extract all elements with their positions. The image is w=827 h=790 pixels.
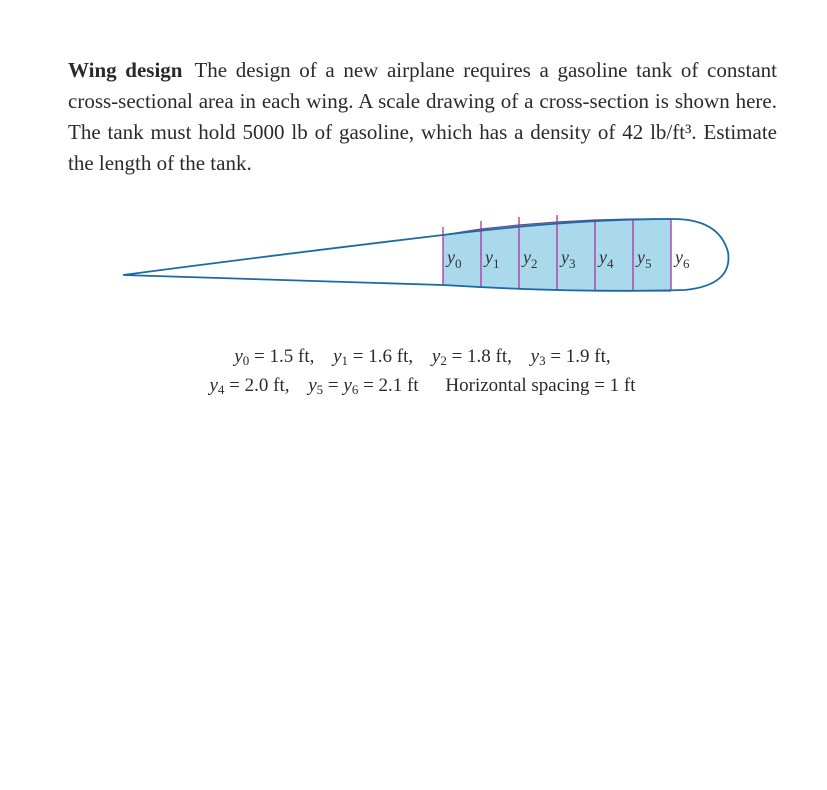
y56-val: 2.1 ft (379, 375, 419, 396)
y3-val: 1.9 ft (566, 346, 606, 367)
y2-val: 1.8 ft (467, 346, 507, 367)
y1-val: 1.6 ft (368, 346, 408, 367)
y4-val: 2.0 ft (245, 375, 285, 396)
svg-text:y6: y6 (673, 247, 690, 271)
problem-statement: Wing designThe design of a new airplane … (68, 55, 777, 179)
y0-val: 1.5 ft (270, 346, 310, 367)
spacing-label: Horizontal spacing = 1 ft (445, 375, 635, 396)
figure-caption: y0 = 1.5 ft, y1 = 1.6 ft, y2 = 1.8 ft, y… (68, 343, 777, 400)
wing-figure: y0 y1 y2 y3 y4 y5 y6 (103, 205, 743, 325)
problem-title: Wing design (68, 58, 182, 82)
